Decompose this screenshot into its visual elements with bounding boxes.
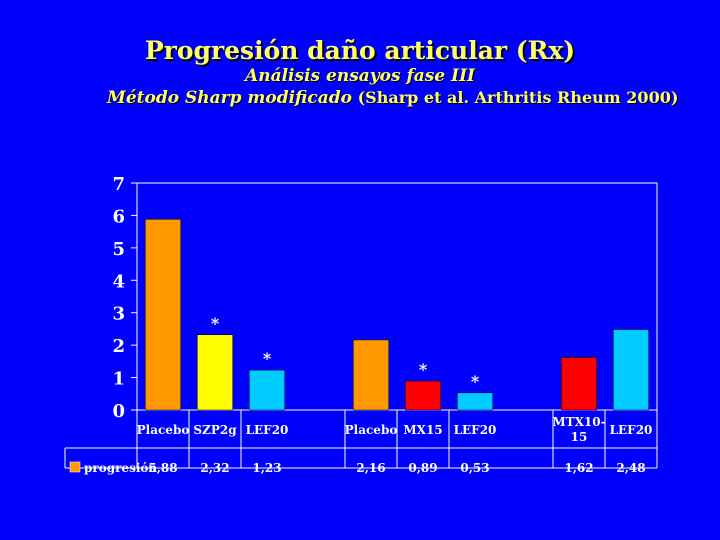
y-tick-label: 1 bbox=[112, 369, 125, 390]
significance-star: * bbox=[263, 349, 272, 368]
y-tick-label: 6 bbox=[112, 206, 125, 227]
data-value-label: 0,53 bbox=[460, 461, 489, 475]
category-label: Placebo bbox=[137, 423, 190, 437]
data-value-label: 2,32 bbox=[200, 461, 229, 475]
category-label: Placebo bbox=[345, 423, 398, 437]
chart-subtitle: Análisis ensayos fase III bbox=[245, 66, 475, 86]
bar bbox=[249, 369, 285, 411]
y-tick-label: 2 bbox=[112, 336, 125, 357]
data-value-label: 2,16 bbox=[356, 461, 385, 475]
category-label: SZP2g bbox=[193, 423, 237, 437]
y-tick-label: 7 bbox=[112, 174, 125, 195]
method-reference: (Sharp et al. Arthritis Rheum 2000) bbox=[357, 88, 679, 107]
method-name: Método Sharp modificado bbox=[107, 88, 353, 108]
category-label: LEF20 bbox=[454, 423, 497, 437]
data-value-label: 1,62 bbox=[564, 461, 593, 475]
bar bbox=[145, 219, 181, 411]
bar bbox=[353, 339, 389, 411]
category-label: 15 bbox=[571, 430, 588, 444]
data-table: progresión Placebo 5,88 SZP2g 2,32 LEF20 1,23 P… bbox=[64, 410, 658, 475]
bar bbox=[457, 392, 493, 411]
data-value-label: 0,89 bbox=[408, 461, 437, 475]
category-label: LEF20 bbox=[246, 423, 289, 437]
significance-star: * bbox=[471, 372, 480, 391]
data-value-label: 2,48 bbox=[616, 461, 645, 475]
bar-series: * * * * bbox=[145, 219, 649, 411]
y-tick-label: 4 bbox=[112, 271, 125, 292]
category-label: MX15 bbox=[403, 423, 442, 437]
chart-title: Progresión daño articular (Rx) bbox=[144, 36, 576, 65]
legend-label: progresión bbox=[84, 461, 157, 475]
y-tick-label: 5 bbox=[112, 239, 125, 260]
category-label: LEF20 bbox=[610, 423, 653, 437]
category-label: MTX10- bbox=[552, 415, 605, 429]
bar bbox=[197, 334, 233, 411]
bar bbox=[613, 329, 649, 411]
legend-swatch bbox=[69, 461, 81, 473]
data-value-label: 1,23 bbox=[252, 461, 281, 475]
chart-method: Método Sharp modificado (Sharp et al. Ar… bbox=[107, 88, 678, 108]
significance-star: * bbox=[419, 360, 428, 379]
y-tick-label: 0 bbox=[112, 401, 125, 422]
y-axis: 0 1 2 3 4 5 6 7 bbox=[112, 174, 658, 422]
significance-star: * bbox=[211, 314, 220, 333]
bar bbox=[561, 357, 597, 411]
bar bbox=[405, 380, 441, 411]
y-tick-label: 3 bbox=[112, 304, 125, 325]
data-value-label: 5,88 bbox=[148, 461, 177, 475]
